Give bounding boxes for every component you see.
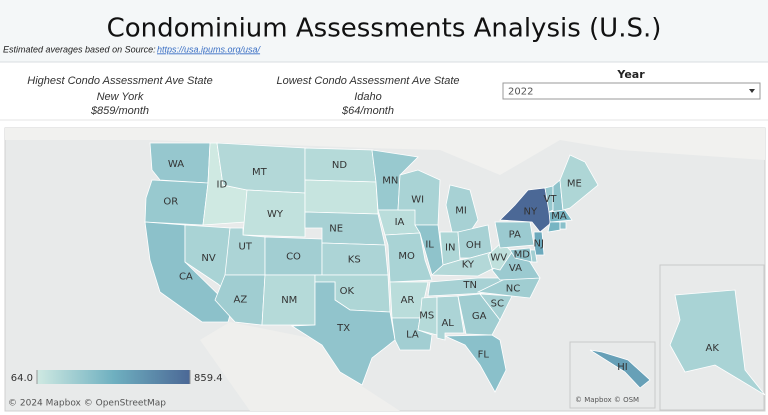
state-label: NM	[281, 295, 297, 306]
state-label: MO	[398, 251, 415, 262]
state-label: VT	[544, 194, 558, 205]
state-label: ME	[567, 178, 582, 189]
title: Condominium Assessments Analysis (U.S.)	[107, 14, 662, 44]
land-south	[200, 322, 400, 411]
dropdown-arrow[interactable]	[749, 89, 755, 93]
state-label: CO	[286, 252, 301, 263]
state	[509, 247, 533, 263]
state	[304, 179, 379, 215]
state-label: NE	[329, 223, 343, 234]
state	[430, 251, 501, 277]
kpi-value: $64/month	[341, 105, 394, 117]
state	[242, 189, 306, 238]
kpi-state: Idaho	[354, 91, 382, 103]
state-label: MT	[252, 167, 268, 178]
state-label: ND	[332, 160, 347, 171]
state	[547, 221, 561, 233]
state-label: LA	[406, 329, 419, 340]
state	[417, 296, 438, 336]
state-label: OK	[340, 286, 355, 297]
kpi-label: Highest Condo Assessment Ave State	[27, 75, 212, 87]
inset-attribution: © Mapbox © OSM	[575, 396, 639, 404]
state	[214, 274, 266, 326]
state-label: AK	[706, 343, 720, 354]
states	[144, 142, 766, 396]
state-label: PA	[509, 229, 521, 240]
state-label: MD	[514, 250, 531, 261]
kpis: Highest Condo Assessment Ave State New Y…	[27, 75, 459, 117]
state-label: VA	[509, 263, 522, 274]
filter-label: Year	[616, 68, 645, 81]
state	[533, 231, 545, 256]
legend: 64.0 859.4	[11, 370, 223, 384]
state	[669, 289, 766, 396]
state-label: SC	[491, 298, 504, 309]
state-label: MA	[551, 211, 567, 222]
state-label: TX	[336, 323, 350, 334]
state-label: KY	[462, 259, 475, 270]
state	[144, 179, 209, 226]
state-label: NC	[506, 284, 520, 295]
state-label: GA	[472, 311, 487, 322]
state	[548, 209, 573, 223]
state-labels: WA OR CA NV ID MT WY UT AZ CO NM ND NE KS OK TX MN IA MO AR…	[163, 159, 719, 373]
source-label: Estimated averages based on Source:	[3, 44, 156, 54]
state	[290, 281, 396, 386]
legend-max-label: 859.4	[194, 373, 223, 384]
state-label: AL	[441, 318, 454, 329]
state-label: NJ	[534, 239, 544, 250]
state-label: MN	[382, 176, 398, 187]
dropdown-box[interactable]	[502, 82, 761, 100]
state-label: OH	[466, 240, 481, 251]
kpi-value: $859/month	[90, 105, 149, 117]
state-label: MI	[455, 206, 467, 217]
state-label: UT	[238, 241, 252, 252]
state-label: AR	[401, 295, 415, 306]
state	[559, 221, 567, 230]
state-label: WY	[267, 209, 284, 220]
state-label: FL	[478, 350, 490, 361]
state-label: MS	[419, 311, 434, 322]
land-north	[5, 128, 765, 175]
legend-gradient	[37, 370, 190, 384]
source-link[interactable]: https://usa.ipums.org/usa/	[157, 44, 262, 54]
state	[476, 277, 541, 299]
state	[444, 334, 507, 393]
state-label: OR	[163, 197, 178, 208]
state	[457, 293, 501, 336]
state-label: AZ	[234, 294, 248, 305]
kpi-state: New York	[97, 91, 144, 103]
state	[494, 221, 535, 249]
state-label: ID	[217, 179, 228, 190]
state	[479, 293, 513, 321]
state	[589, 349, 651, 389]
legend-min-label: 64.0	[11, 373, 33, 384]
year-dropdown[interactable]: 2022	[502, 82, 761, 100]
state-label: IL	[425, 240, 434, 251]
state-label: HI	[617, 362, 627, 373]
state-label: IN	[445, 242, 455, 253]
state-label: NY	[523, 206, 537, 217]
state-label: CA	[179, 272, 193, 283]
state-label: IA	[395, 217, 405, 228]
state-label: KS	[348, 255, 361, 266]
state-label: WV	[490, 252, 507, 263]
state-label: TN	[462, 280, 477, 291]
attribution: © 2024 Mapbox © OpenStreetMap	[8, 399, 166, 409]
state-label: WA	[168, 159, 184, 170]
dropdown-value[interactable]: 2022	[508, 87, 533, 98]
state-label: WI	[411, 194, 424, 205]
kpi-label: Lowest Condo Assessment Ave State	[276, 75, 459, 87]
state-label: NV	[201, 253, 215, 264]
header-band	[0, 0, 768, 62]
